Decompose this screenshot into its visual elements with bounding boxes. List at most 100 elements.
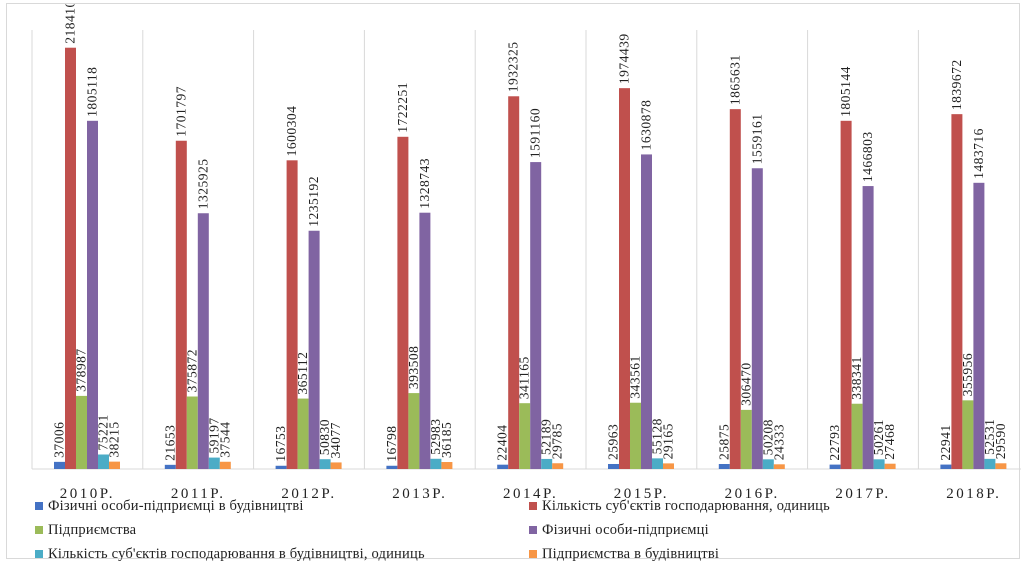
data-label: 1722251	[395, 82, 410, 133]
legend-swatch	[35, 550, 43, 558]
data-label: 1328743	[417, 158, 432, 209]
bar	[652, 458, 663, 469]
bar	[87, 120, 98, 469]
bar	[308, 230, 320, 469]
x-tick-label: 2018Р.	[946, 486, 1001, 502]
data-label: 1701797	[173, 86, 188, 137]
bar	[208, 457, 220, 469]
legend-label: Кількість суб'єктів господарювання в буд…	[48, 545, 425, 562]
data-label: 29785	[550, 423, 565, 459]
data-label: 1805144	[838, 66, 853, 117]
legend-item: Кількість суб'єктів господарювання, один…	[529, 497, 1009, 515]
x-tick-label: 2012Р.	[281, 486, 336, 502]
data-label: 38215	[107, 421, 122, 457]
bar	[175, 140, 187, 470]
legend-label: Підприємства	[48, 521, 137, 538]
data-label: 27468	[882, 423, 897, 459]
legend-swatch	[529, 502, 537, 510]
x-tick-label: 2015Р.	[614, 486, 669, 502]
data-label: 37006	[52, 422, 67, 458]
x-tick-label: 2011Р.	[171, 486, 226, 502]
bar	[973, 182, 985, 469]
bar	[884, 463, 896, 469]
data-label: 22941	[938, 424, 953, 460]
bar	[186, 396, 198, 469]
data-label: 24333	[771, 424, 786, 460]
bar	[751, 168, 763, 469]
data-label: 1466803	[860, 131, 875, 182]
data-label: 29590	[993, 423, 1008, 459]
data-label: 1235192	[306, 176, 321, 227]
data-label: 2184105	[63, 4, 78, 44]
bar	[984, 458, 996, 469]
bar	[419, 212, 431, 469]
data-label: 50830	[317, 419, 332, 455]
bar	[408, 393, 420, 469]
data-label: 341165	[517, 356, 532, 399]
data-label: 22793	[827, 424, 842, 460]
bar	[762, 459, 774, 469]
data-label: 378987	[74, 348, 89, 392]
data-label: 1630878	[639, 100, 654, 151]
bar	[508, 96, 520, 470]
legend-item: Фізичні особи-підприємці	[529, 521, 1009, 539]
legend: Фізичні особи-підприємці в будівництві Кі…	[35, 497, 1015, 563]
data-label: 1932325	[506, 42, 521, 93]
data-label: 1974439	[617, 33, 632, 84]
x-tick-label: 2017Р.	[835, 486, 890, 502]
data-label: 36185	[439, 422, 454, 458]
bar	[330, 462, 342, 469]
legend-item: Кількість суб'єктів господарювання в буд…	[35, 545, 529, 563]
bar	[541, 458, 553, 469]
bar	[98, 454, 109, 469]
bar	[962, 400, 974, 469]
chart-frame: 37006 2184105 378987 1805118 75221 38215 21653…	[6, 3, 1021, 562]
data-label: 365112	[295, 352, 310, 395]
bar	[386, 465, 398, 469]
bar	[197, 213, 209, 469]
bar	[519, 403, 531, 469]
data-label: 355956	[960, 353, 975, 397]
data-label: 75221	[96, 414, 111, 450]
data-label: 25963	[606, 424, 621, 460]
bar	[441, 462, 453, 469]
data-label: 1600304	[284, 106, 299, 157]
data-label: 1591160	[528, 108, 543, 158]
legend-label: Кількість суб'єктів господарювання, один…	[542, 497, 830, 514]
bar	[319, 459, 331, 469]
bar	[109, 461, 120, 469]
bar	[729, 109, 741, 470]
legend-item: Підприємства в будівництві	[529, 545, 1009, 563]
x-tick-label: 2010Р.	[60, 486, 115, 502]
bar	[497, 464, 509, 469]
data-label: 59197	[206, 417, 221, 453]
bar	[397, 136, 409, 469]
legend-label: Фізичні особи-підприємці в будівництві	[48, 497, 304, 514]
data-label: 1839672	[949, 59, 964, 110]
bar	[862, 186, 874, 469]
data-label: 52531	[982, 419, 997, 455]
x-tick-label: 2014Р.	[503, 486, 558, 502]
data-label: 1483716	[971, 128, 986, 179]
data-label: 1865631	[727, 54, 742, 105]
bar	[430, 458, 442, 469]
data-label: 29165	[661, 423, 676, 459]
data-label: 22404	[495, 424, 510, 460]
bar	[65, 47, 76, 469]
bar	[297, 398, 309, 469]
data-label: 375872	[184, 349, 199, 393]
x-tick-labels: 2010Р. 2011Р. 2012Р. 2013Р. 2014Р. 2015Р. 2016…	[60, 486, 1001, 502]
bar	[286, 160, 298, 469]
bar	[608, 463, 619, 469]
data-label: 52983	[428, 419, 443, 455]
data-label: 34077	[328, 422, 343, 458]
data-label: 16753	[273, 426, 288, 462]
bar	[873, 459, 885, 469]
legend-swatch	[35, 502, 43, 510]
data-label: 306470	[738, 362, 753, 406]
data-label: 1559161	[749, 114, 764, 165]
legend-swatch	[529, 526, 537, 534]
data-label: 50261	[871, 419, 886, 455]
data-label: 50208	[760, 419, 775, 455]
